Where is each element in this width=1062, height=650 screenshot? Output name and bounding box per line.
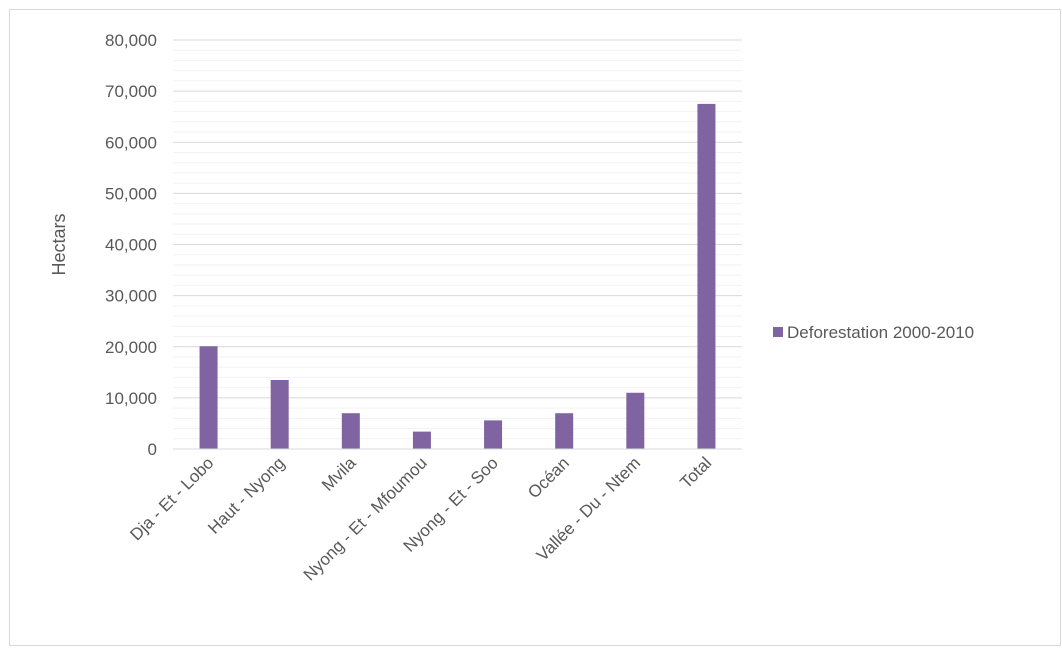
bar (270, 379, 289, 449)
gridlines (173, 39, 742, 440)
bar-chart: 0 10,000 20,000 30,000 40,000 50,000 60,000 70,… (49, 31, 974, 584)
y-axis-title: Hectars (49, 213, 69, 275)
x-tick-label: Océan (524, 453, 573, 502)
y-axis-tick-labels: 0 10,000 20,000 30,000 40,000 50,000 60,000 70,… (105, 31, 157, 459)
y-tick-label: 60,000 (105, 133, 157, 152)
bar (555, 413, 574, 449)
bar (412, 431, 431, 449)
legend-label: Deforestation 2000-2010 (787, 323, 974, 342)
legend-swatch (773, 327, 783, 337)
x-tick-label: Dja - Et - Lobo (126, 453, 217, 544)
x-tick-label: Total (676, 453, 715, 492)
legend: Deforestation 2000-2010 (773, 323, 974, 342)
x-tick-label: Mvila (318, 453, 360, 495)
y-tick-label: 30,000 (105, 287, 157, 306)
bar (484, 420, 503, 449)
y-tick-label: 70,000 (105, 82, 157, 101)
bars (199, 103, 716, 449)
bar (697, 103, 716, 449)
x-tick-label: Nyong - Et - Mfoumou (300, 453, 431, 584)
chart-frame: 0 10,000 20,000 30,000 40,000 50,000 60,000 70,… (9, 9, 1061, 646)
bar (199, 346, 218, 449)
y-tick-label: 10,000 (105, 389, 157, 408)
y-tick-label: 50,000 (105, 184, 157, 203)
y-tick-label: 40,000 (105, 236, 157, 255)
y-tick-label: 80,000 (105, 31, 157, 50)
bar (341, 413, 360, 449)
x-tick-label: Haut - Nyong (204, 453, 288, 537)
y-tick-label: 0 (148, 440, 157, 459)
bar (626, 392, 645, 449)
y-tick-label: 20,000 (105, 338, 157, 357)
